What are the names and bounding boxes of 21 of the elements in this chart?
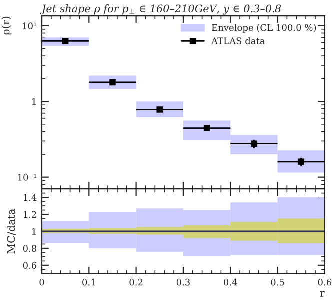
y-tick-label: 1 (32, 228, 36, 235)
y-tick-label: 1 (32, 98, 36, 106)
x-tick-label: 0.6 (318, 278, 332, 286)
y-axis-title: MC/data (7, 209, 16, 254)
y-tick-label: 10⁻¹ (18, 174, 36, 181)
x-tick-label: 0.3 (176, 278, 190, 286)
y-tick-label: 1.2 (24, 211, 36, 218)
chart-title: Jet shape ρ for p$_{⊥}$ ∈ 160–210GeV, y ∈ 0.3–0.8 (40, 4, 282, 15)
x-axis-title: r (320, 291, 325, 297)
y-tick-label: 10¹ (23, 22, 36, 30)
x-tick-label: 0.4 (224, 278, 238, 286)
x-tick-label: 0.5 (271, 278, 284, 286)
y-tick-label: 0.8 (23, 245, 37, 252)
legend-label: Envelope (CL 100.0 %) (212, 24, 316, 33)
y-axis-title: ρ(r) (2, 16, 12, 35)
x-tick-label: 0 (40, 278, 44, 286)
y-tick-label: 1.4 (24, 194, 37, 202)
legend-label: ATLAS data (211, 37, 266, 44)
x-tick-label: 0.2 (130, 278, 143, 286)
x-tick-label: 0.1 (82, 278, 96, 286)
y-tick-label: 0.6 (23, 262, 37, 269)
